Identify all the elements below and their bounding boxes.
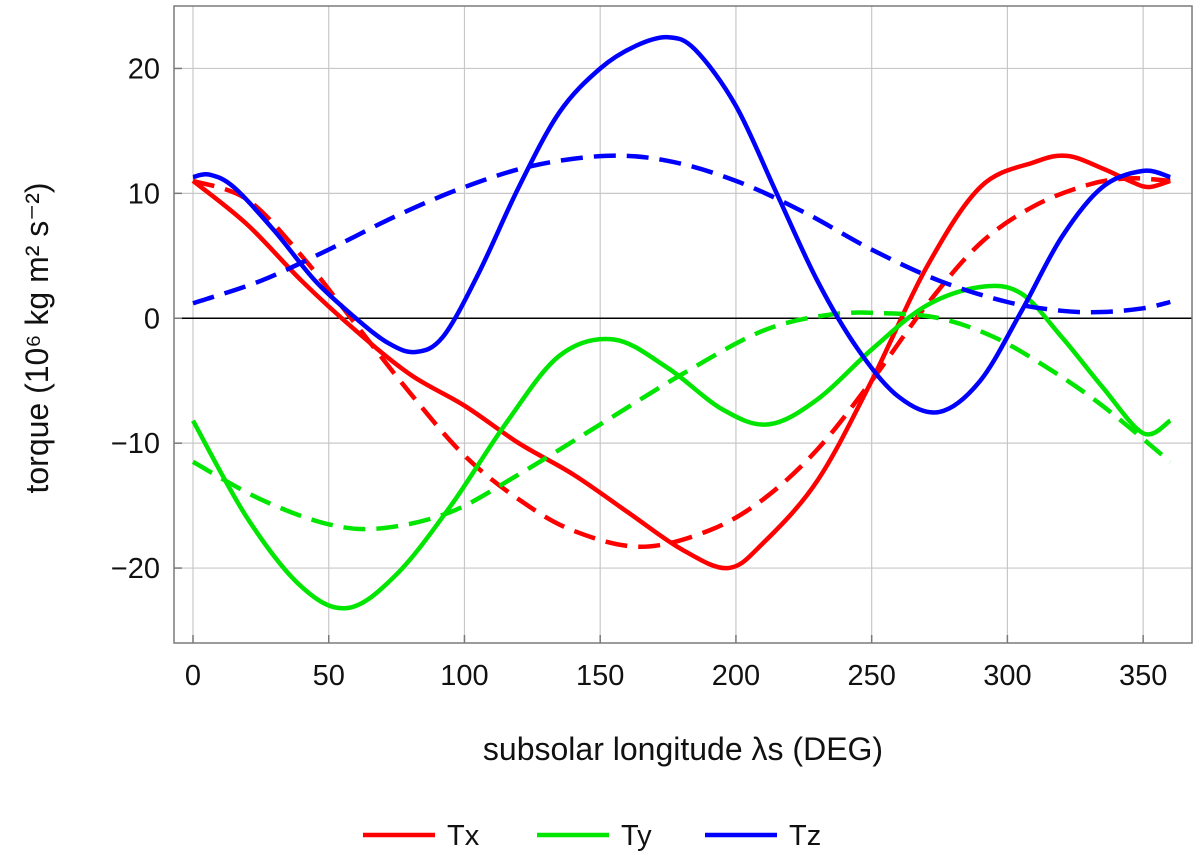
plot-frame <box>173 5 1193 644</box>
y-tick-label: −20 <box>111 553 160 585</box>
series-layer <box>191 34 1172 611</box>
y-tick-label: −10 <box>111 428 160 460</box>
legend-label-tx: Tx <box>447 820 480 852</box>
x-tick-label: 150 <box>576 660 624 692</box>
legend: Tx Ty Tz <box>363 820 821 852</box>
tz-dashed-line <box>192 153 1171 315</box>
x-axis-title: subsolar longitude λs (DEG) <box>483 731 883 767</box>
x-tick-label: 0 <box>185 660 201 692</box>
x-tick-label: 250 <box>847 660 895 692</box>
x-tick-label: 200 <box>712 660 760 692</box>
legend-label-tz: Tz <box>789 820 821 852</box>
ty-solid-line <box>191 283 1172 611</box>
x-tick-label: 50 <box>313 660 345 692</box>
x-tick-label: 100 <box>440 660 488 692</box>
x-tick-label: 350 <box>1119 660 1167 692</box>
y-axis-title: torque (10⁶ kg m² s⁻²) <box>19 182 55 493</box>
y-tick-label: 10 <box>128 178 160 210</box>
tx-dashed-line <box>192 176 1171 550</box>
axis-ticks: 0 50 100 150 200 250 300 350 −20 −10 0 10 20 <box>111 53 1168 692</box>
y-tick-label: 0 <box>144 303 160 335</box>
grid <box>174 6 1192 643</box>
x-tick-label: 300 <box>983 660 1031 692</box>
y-tick-label: 20 <box>128 53 160 85</box>
tz-solid-line <box>192 34 1171 415</box>
legend-label-ty: Ty <box>621 820 652 852</box>
ty-dashed-line <box>191 310 1172 532</box>
tx-solid-line <box>191 153 1171 571</box>
